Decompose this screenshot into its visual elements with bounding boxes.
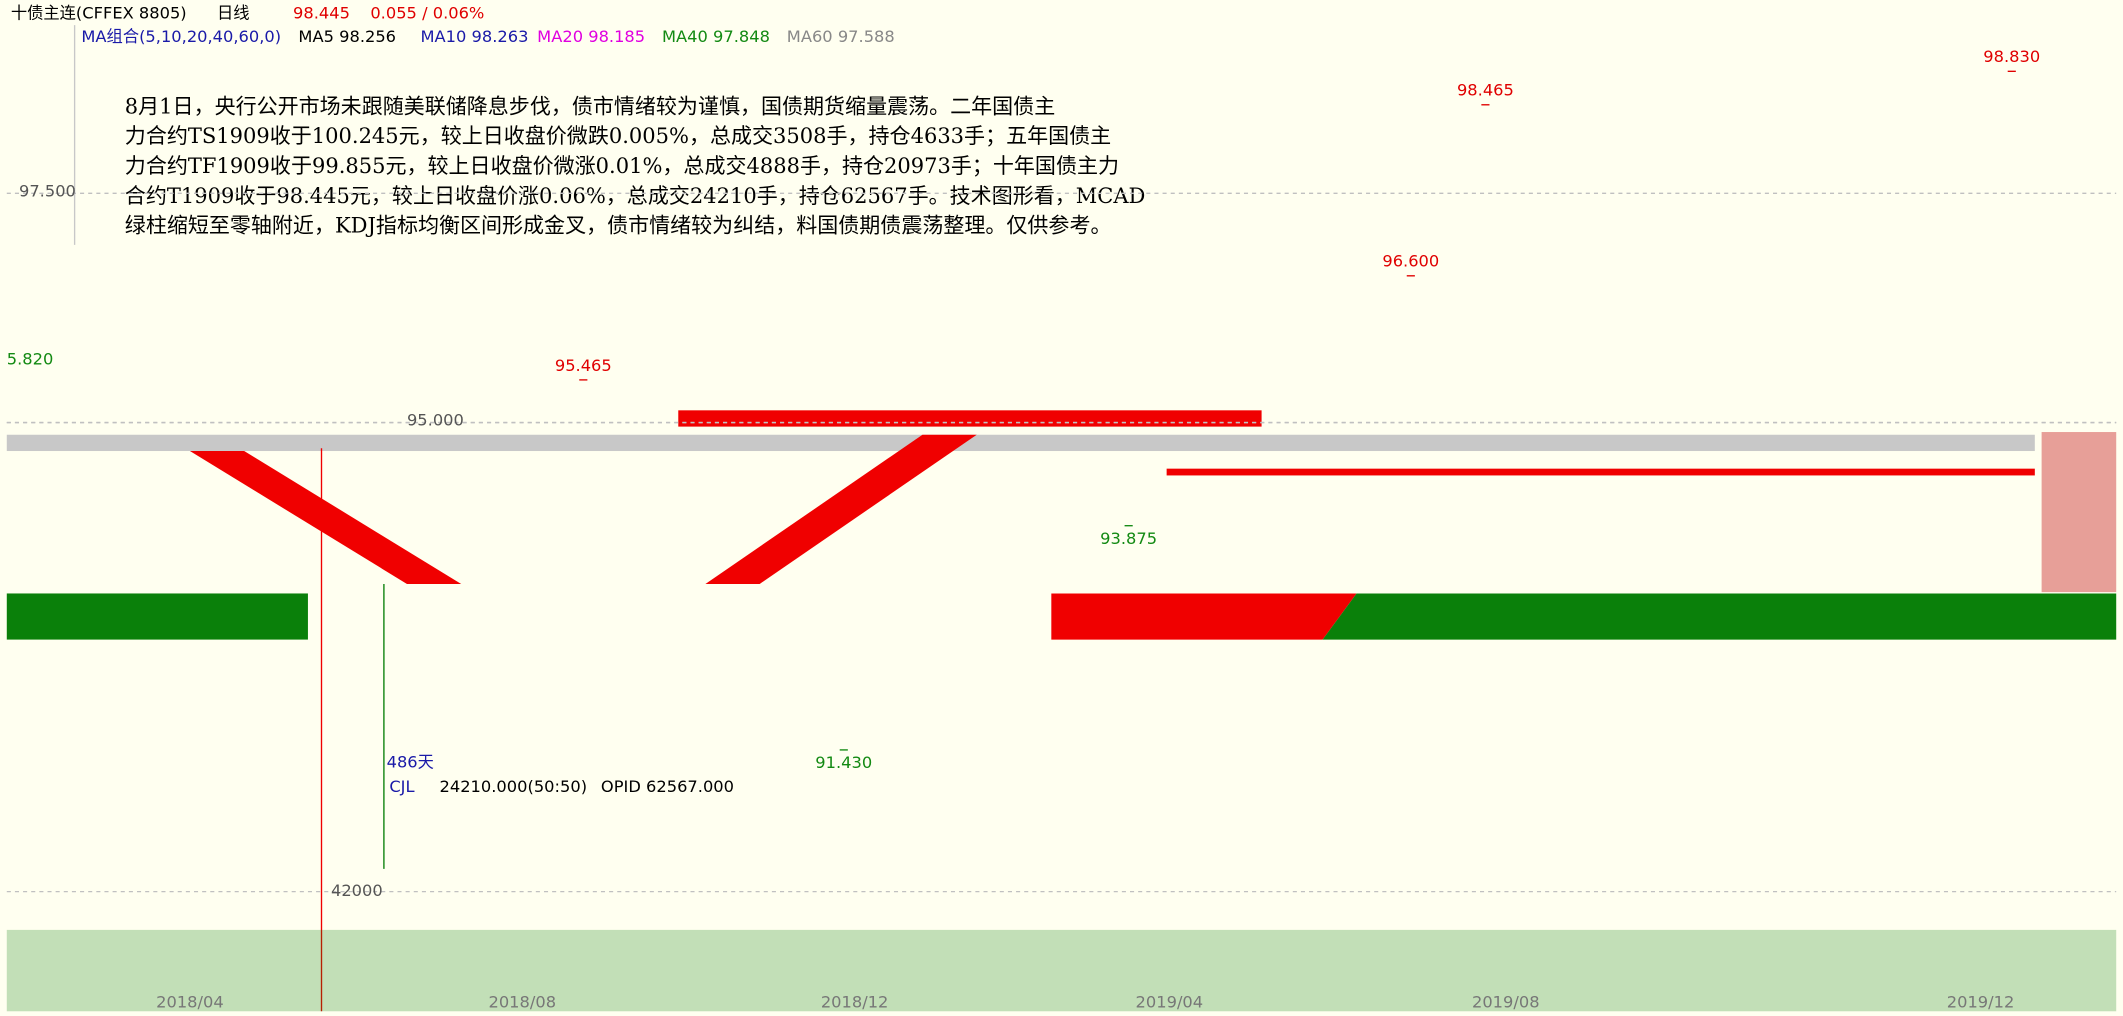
extreme-label: 98.830	[1983, 47, 2040, 66]
commentary: 8月1日，央行公开市场未跟随美联储降息步伐，债市情绪较为谨慎，国债期货缩量震荡。…	[125, 93, 1146, 237]
volume-reading: 24210.000(50:50)	[440, 777, 588, 796]
y-tick-label: 95.000	[407, 411, 464, 430]
ma-combo[interactable]: MA组合(5,10,20,40,60,0)	[81, 27, 281, 46]
x-tick-label: 2019/04	[1136, 993, 1204, 1012]
ma-value: MA40 97.848	[662, 27, 770, 46]
symbol: 十债主连(CFFEX 8805)	[11, 4, 187, 23]
last-price: 98.445	[293, 4, 350, 23]
commentary-line: 合约T1909收于98.445元，较上日收盘价涨0.06%，总成交24210手，…	[125, 183, 1146, 208]
x-tick-label: 2018/12	[821, 993, 889, 1012]
extreme-label: 96.600	[1382, 252, 1439, 271]
period: 日线	[217, 4, 250, 23]
commentary-line: 力合约TF1909收于99.855元，较上日收盘价微涨0.01%，总成交4888…	[125, 153, 1119, 178]
ma-value: MA5 98.256	[298, 27, 396, 46]
x-tick-label: 2018/04	[156, 993, 224, 1012]
commentary-line: 8月1日，央行公开市场未跟随美联储降息步伐，债市情绪较为谨慎，国债期货缩量震荡。…	[125, 93, 1055, 118]
ma-value: MA60 97.588	[787, 27, 895, 46]
commentary-line: 力合约TS1909收于100.245元，较上日收盘价微跌0.005%，总成交35…	[125, 123, 1111, 148]
ma-value: MA10 98.263	[421, 27, 529, 46]
ma-legend: MA5 98.256 MA10 98.263 MA20 98.185 MA40 97.…	[298, 27, 894, 46]
price-change: 0.055 / 0.06%	[370, 4, 484, 23]
render-artifacts	[6, 410, 2117, 1012]
days-label: 486天	[387, 753, 434, 772]
extreme-label: 98.465	[1457, 81, 1514, 100]
open-interest: OPID 62567.000	[601, 777, 734, 796]
extreme-label: 95.465	[555, 356, 612, 375]
fragment-label: 5.820	[7, 350, 54, 369]
y-tick-label: 97.500	[19, 181, 76, 200]
header: 十债主连(CFFEX 8805) 日线 98.445 0.055 / 0.06%	[11, 4, 485, 23]
commentary-line: 绿柱缩短至零轴附近，KDJ指标均衡区间形成金叉，债市情绪较为纠结，料国债期债震荡…	[125, 213, 1112, 238]
x-tick-label: 2019/12	[1947, 993, 2015, 1012]
x-tick-label: 2018/08	[488, 993, 556, 1012]
x-tick-label: 2019/08	[1472, 993, 1540, 1012]
volume-indicator[interactable]: CJL	[389, 777, 414, 796]
extreme-label: 91.430	[815, 753, 872, 772]
y-tick-label: 42000	[331, 881, 383, 900]
extreme-label: 93.875	[1100, 529, 1157, 548]
ma-value: MA20 98.185	[537, 27, 645, 46]
